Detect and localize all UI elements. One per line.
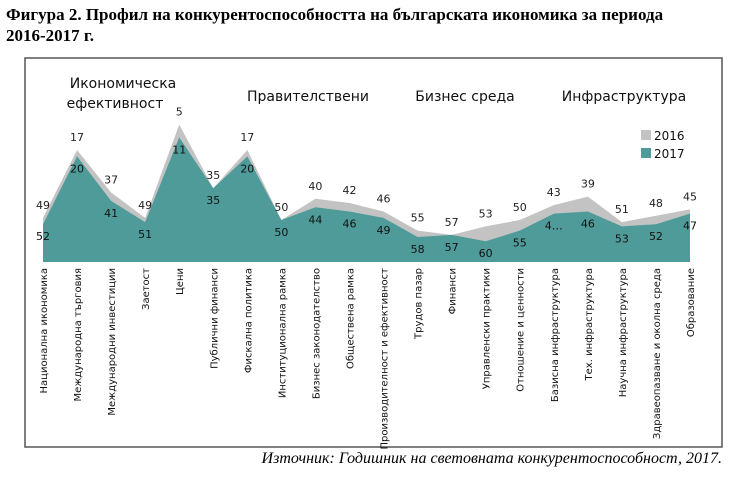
data-label-2017: 49: [377, 224, 391, 237]
data-label-2017: 44: [308, 213, 322, 226]
data-label-2017: 4…: [545, 220, 563, 233]
data-label-2016: 51: [615, 203, 629, 216]
legend-label-2017: 2017: [654, 147, 685, 161]
x-tick-label: Публични финанси: [209, 268, 220, 369]
data-label-2016: 42: [342, 184, 356, 197]
data-label-2017: 20: [240, 162, 254, 175]
x-tick-label: Отношение и ценности: [516, 268, 527, 392]
x-tick-label: Заетост: [141, 268, 152, 310]
data-label-2017: 55: [513, 237, 527, 250]
x-tick-label: Производителност и ефективност: [380, 268, 391, 450]
data-label-2017: 58: [411, 243, 425, 256]
data-label-2016: 48: [649, 197, 663, 210]
chart-frame: [24, 57, 723, 448]
data-label-2016: 40: [308, 180, 322, 193]
data-label-2016: 50: [513, 201, 527, 214]
data-label-2017: 20: [70, 162, 84, 175]
data-label-2017: 60: [479, 247, 493, 260]
source-note: Източник: Годишник на световната конкуре…: [261, 450, 722, 467]
title-line-1: Фигура 2. Профил на конкурентоспособност…: [6, 5, 664, 24]
group-label-business: Бизнес среда: [415, 89, 515, 105]
group-label-government: Правителствени: [247, 89, 369, 105]
data-label-2017: 52: [36, 230, 50, 243]
x-tick-label: Управленски практики: [482, 268, 493, 389]
data-label-2016: 57: [445, 216, 459, 229]
x-tick-label: Тех. инфраструктура: [584, 268, 595, 381]
data-label-2017: 46: [581, 218, 595, 231]
data-label-2017: 41: [104, 207, 118, 220]
data-label-2017: 51: [138, 228, 152, 241]
data-label-2017: 57: [445, 241, 459, 254]
legend-swatch-2017: [641, 148, 651, 158]
x-tick-label: Международни инвестиции: [107, 268, 118, 416]
data-label-2016: 17: [240, 131, 254, 144]
x-tick-label: Международна търговия: [73, 268, 84, 402]
data-label-2016: 50: [274, 201, 288, 214]
data-label-2016: 49: [36, 199, 50, 212]
legend-swatch-2016: [641, 130, 651, 140]
x-tick-label: Трудов пазар: [414, 268, 425, 340]
data-label-2016: 46: [377, 193, 391, 206]
group-label-infrastructure: Инфраструктура: [562, 89, 686, 105]
data-label-2016: 53: [479, 207, 493, 220]
x-tick-label: Обществена рамка: [345, 268, 356, 369]
data-label-2017: 47: [683, 220, 697, 233]
data-label-2016: 43: [547, 186, 561, 199]
data-label-2016: 17: [70, 131, 84, 144]
x-tick-label: Научна инфраструктура: [618, 268, 629, 397]
group-label-economic: Икономическа: [70, 76, 177, 92]
data-label-2017: 53: [615, 232, 629, 245]
group-label-economic-line2: ефективност: [67, 96, 164, 112]
x-tick-label: Национална икономика: [39, 268, 50, 394]
data-label-2016: 45: [683, 190, 697, 203]
data-label-2016: 37: [104, 173, 118, 186]
x-tick-label: Цени: [175, 268, 186, 295]
x-tick-label: Институционална рамка: [277, 268, 288, 398]
x-tick-label: Фискална политика: [243, 268, 254, 373]
x-tick-label: Базисна инфраструктура: [550, 268, 561, 402]
x-tick-label: Бизнес законодателство: [311, 268, 322, 399]
data-label-2017: 52: [649, 230, 663, 243]
x-tick-label: Финанси: [448, 268, 459, 314]
x-tick-label: Здравеопазване и околна среда: [652, 268, 663, 439]
data-label-2016: 39: [581, 178, 595, 191]
legend-label-2016: 2016: [654, 129, 685, 143]
x-tick-label: Образование: [686, 268, 697, 337]
title-line-2: 2016-2017 г.: [6, 26, 94, 45]
data-label-2017: 46: [342, 218, 356, 231]
data-label-2017: 35: [206, 194, 220, 207]
data-label-2016: 49: [138, 199, 152, 212]
data-label-2017: 50: [274, 226, 288, 239]
figure-title: Фигура 2. Профил на конкурентоспособност…: [6, 4, 746, 46]
data-label-2016: 55: [411, 212, 425, 225]
area-series-2017: [43, 137, 690, 262]
data-label-2016: 5: [176, 106, 183, 119]
data-label-2016: 35: [206, 169, 220, 182]
data-label-2017: 11: [172, 143, 186, 156]
